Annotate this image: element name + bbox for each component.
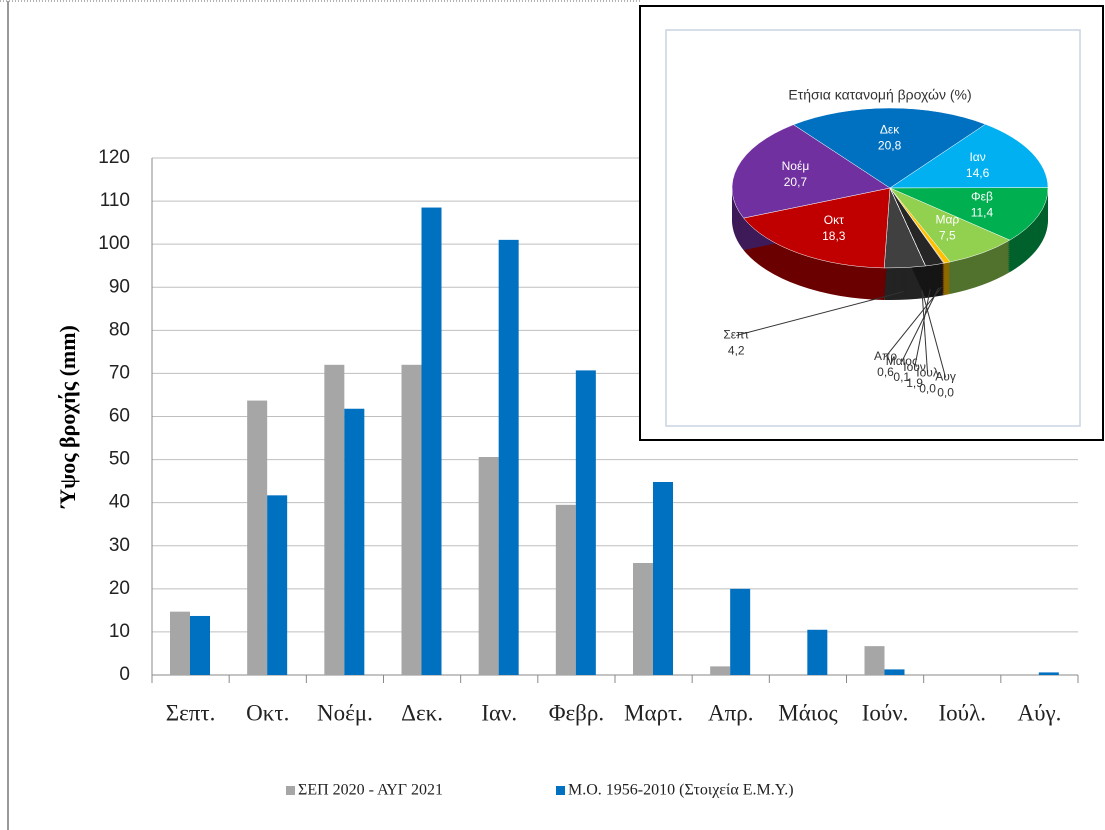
pie-value-label: 7,5 bbox=[939, 228, 956, 242]
leader-line bbox=[885, 286, 942, 358]
y-tick-label: 10 bbox=[109, 621, 130, 642]
y-tick-label: 20 bbox=[109, 578, 130, 599]
bar bbox=[170, 611, 190, 675]
bar bbox=[555, 504, 576, 675]
y-tick-label: 40 bbox=[109, 492, 130, 513]
bar bbox=[478, 456, 499, 675]
legend-label: Μ.Ο. 1956-2010 (Στοιχεία Ε.Μ.Υ.) bbox=[568, 782, 794, 799]
pie-category-label: Σεπτ bbox=[723, 328, 749, 342]
pie-value-label: 0,6 bbox=[877, 365, 894, 379]
x-tick-label: Ιούλ. bbox=[939, 700, 986, 725]
pie-category-label: Αυγ bbox=[935, 370, 956, 384]
x-tick-label: Φεβρ. bbox=[549, 700, 604, 725]
leader-line bbox=[914, 288, 931, 368]
x-tick-label: Μάιος bbox=[778, 700, 837, 725]
y-tick-label: 60 bbox=[109, 406, 130, 427]
y-tick-label: 90 bbox=[109, 276, 130, 297]
x-tick-label: Νοέμ. bbox=[317, 700, 373, 725]
pie-value-label: 18,3 bbox=[822, 229, 846, 243]
legend-label: ΣΕΠ 2020 - ΑΥΓ 2021 bbox=[298, 782, 443, 799]
pie-category-label: Μαιος bbox=[886, 354, 918, 368]
pie-value-label: 14,6 bbox=[966, 166, 990, 180]
pie-slice bbox=[889, 123, 1049, 189]
pie-value-label: 20,7 bbox=[784, 175, 808, 189]
pie-category-label: Ιουν bbox=[903, 360, 926, 374]
leader-line bbox=[921, 290, 929, 374]
legend-swatch bbox=[286, 786, 295, 795]
x-tick-label: Δεκ. bbox=[401, 700, 443, 725]
bar bbox=[344, 408, 365, 675]
bar bbox=[247, 400, 268, 675]
pie-slice bbox=[889, 187, 1049, 241]
bar bbox=[1038, 672, 1059, 675]
pie-title: Ετήσια κατανομή βροχών (%) bbox=[788, 87, 971, 103]
bar bbox=[633, 562, 653, 675]
pie-value-label: 0,0 bbox=[919, 382, 936, 396]
bar bbox=[884, 669, 905, 675]
y-tick-label: 80 bbox=[109, 319, 130, 340]
bar bbox=[324, 364, 345, 675]
pie-slice bbox=[731, 124, 891, 219]
pie-category-label: Οκτ bbox=[824, 213, 844, 227]
y-tick-label: 0 bbox=[119, 664, 130, 685]
x-tick-label: Οκτ. bbox=[246, 700, 289, 725]
pie-value-label: 0,1 bbox=[893, 370, 910, 384]
x-tick-label: Σεπτ. bbox=[166, 700, 216, 725]
bar bbox=[421, 207, 442, 675]
pie-category-label: Απρ bbox=[874, 349, 897, 363]
y-tick-label: 30 bbox=[109, 535, 130, 556]
leader-line bbox=[921, 290, 947, 378]
pie-value-label: 4,2 bbox=[728, 344, 745, 358]
bar bbox=[267, 495, 288, 675]
pie-slice bbox=[889, 187, 945, 267]
pie-value-label: 20,8 bbox=[878, 139, 902, 153]
bar bbox=[864, 646, 885, 675]
pie-category-label: Νοέμ bbox=[782, 159, 810, 173]
bar bbox=[498, 239, 519, 675]
pie-slice bbox=[743, 187, 891, 269]
pie-value-label: 1,9 bbox=[906, 376, 923, 390]
x-tick-label: Αύγ. bbox=[1017, 700, 1061, 725]
pie-category-label: Ιουλ bbox=[916, 366, 939, 380]
x-tick-label: Ιαν. bbox=[481, 700, 517, 725]
bar bbox=[730, 588, 751, 675]
bar bbox=[807, 629, 828, 675]
pie-slice bbox=[792, 107, 987, 189]
pie-chart: Ετήσια κατανομή βροχών (%) Σεπτ 4,2 Οκτ 18,3… bbox=[723, 87, 1049, 400]
bar bbox=[575, 370, 596, 675]
y-tick-label: 70 bbox=[109, 362, 130, 383]
y-tick-label: 120 bbox=[98, 147, 130, 168]
leader-line bbox=[736, 291, 904, 337]
y-axis-label: Ύψος βροχής (mm) bbox=[55, 325, 80, 509]
bar bbox=[401, 364, 422, 675]
bar-chart: 0 10 20 30 40 50 60 70 80 90 100 110 120 Ύψος βροχής … bbox=[55, 147, 1079, 799]
bar bbox=[653, 481, 673, 675]
y-tick-label: 110 bbox=[100, 190, 130, 211]
y-tick-label: 50 bbox=[109, 449, 130, 470]
x-tick-label: Ιούν. bbox=[862, 700, 909, 725]
pie-category-label: Ιαν bbox=[969, 150, 985, 164]
pie-value-label: 11,4 bbox=[971, 205, 994, 219]
x-tick-label: Μαρτ. bbox=[624, 700, 683, 725]
bar bbox=[710, 666, 731, 675]
pie-category-label: Φεβ bbox=[971, 189, 993, 203]
x-tick-label: Απρ. bbox=[708, 700, 753, 725]
y-tick-label: 100 bbox=[98, 233, 130, 254]
bar bbox=[190, 615, 210, 675]
pie-category-label: Δεκ bbox=[880, 123, 900, 137]
pie-value-label: 0,0 bbox=[937, 386, 954, 400]
leader-line bbox=[901, 287, 940, 362]
pie-category-label: Μαρ bbox=[935, 212, 959, 226]
legend-swatch bbox=[556, 786, 565, 795]
